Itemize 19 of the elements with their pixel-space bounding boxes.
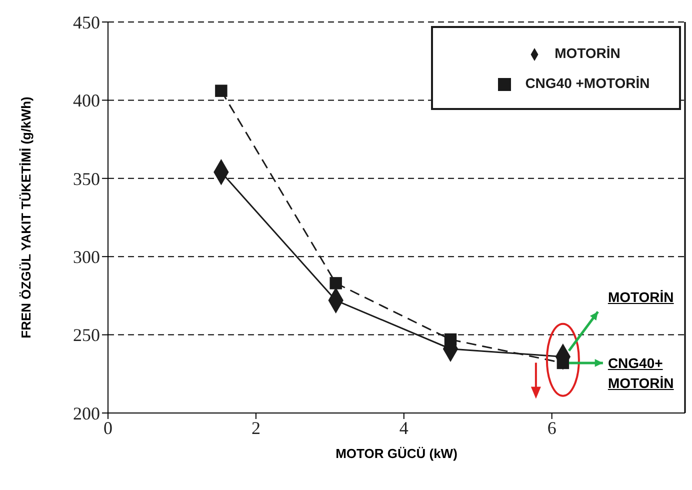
x-tick-label: 6 xyxy=(547,418,556,438)
legend-label: MOTORİN xyxy=(554,45,620,61)
y-tick-label: 450 xyxy=(73,12,100,32)
y-tick-label: 250 xyxy=(73,325,100,346)
point xyxy=(215,84,228,97)
point xyxy=(444,333,457,346)
y-axis-title: FREN ÖZGÜL YAKIT TÜKETİMİ (g/kWh) xyxy=(18,96,34,338)
annotation: MOTORİN xyxy=(608,288,675,307)
y-tick-label: 200 xyxy=(73,403,100,424)
point xyxy=(330,277,342,290)
legend-label: CNG40 +MOTORİN xyxy=(525,75,650,91)
annotation: CNG40+ MOTORİN xyxy=(608,354,675,393)
x-tick-label: 4 xyxy=(399,418,408,438)
y-tick-label: 400 xyxy=(73,90,100,111)
x-axis-title: MOTOR GÜCÜ (kW) xyxy=(336,446,458,461)
y-tick-label: 350 xyxy=(73,168,100,189)
x-tick-label: 2 xyxy=(251,418,260,438)
y-tick-label: 300 xyxy=(73,246,100,267)
x-tick-label: 0 xyxy=(104,418,112,438)
